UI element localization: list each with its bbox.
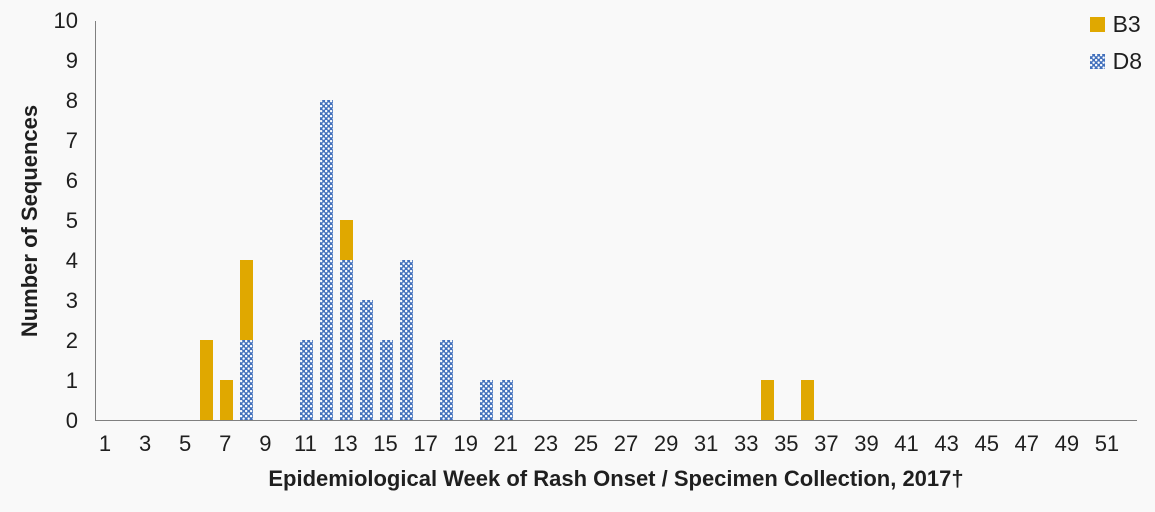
- y-tick-label-3: 3: [65, 288, 78, 313]
- bar-week-21-d8: [500, 380, 514, 420]
- legend-swatch-b3-icon: [1089, 16, 1105, 32]
- y-tick-label-8: 8: [65, 88, 78, 113]
- bar-week-16-d8: [400, 260, 414, 420]
- bar-week-34-b3: [760, 380, 774, 420]
- x-tick-label-45: 45: [974, 431, 999, 456]
- x-tick-label-33: 33: [734, 431, 759, 456]
- legend-label-b3: B3: [1112, 11, 1141, 37]
- bar-week-8-b3: [239, 260, 253, 340]
- bar-week-13-b3: [339, 220, 353, 260]
- y-tick-label-0: 0: [65, 408, 78, 433]
- y-tick-label-9: 9: [65, 48, 78, 73]
- bar-week-15-d8: [380, 340, 394, 420]
- x-tick-label-51: 51: [1094, 431, 1120, 456]
- bar-week-18-d8: [440, 340, 454, 420]
- x-tick-label-1: 1: [98, 431, 112, 456]
- x-tick-label-23: 23: [533, 431, 559, 456]
- bar-week-8-d8: [239, 340, 253, 420]
- y-tick-label-7: 7: [65, 128, 78, 153]
- x-tick-label-17: 17: [413, 431, 438, 456]
- x-tick-label-19: 19: [453, 431, 478, 456]
- plot-area: [95, 21, 1137, 421]
- legend-swatch-d8-icon: [1089, 53, 1105, 69]
- y-tick-label-10: 10: [53, 8, 78, 33]
- bar-week-11-d8: [299, 340, 313, 420]
- x-tick-label-31: 31: [693, 431, 719, 456]
- x-tick-label-41: 41: [894, 431, 919, 456]
- legend: B3 D8: [1089, 11, 1142, 74]
- x-tick-label-25: 25: [573, 431, 599, 456]
- y-tick-label-6: 6: [65, 168, 78, 193]
- y-tick-label-2: 2: [65, 328, 78, 353]
- y-tick-label-5: 5: [65, 208, 78, 233]
- bar-week-20-d8: [480, 380, 494, 420]
- x-tick-label-9: 9: [259, 431, 272, 456]
- y-tick-label-4: 4: [65, 248, 78, 273]
- x-tick-label-7: 7: [219, 431, 232, 456]
- x-tick-label-3: 3: [138, 431, 152, 456]
- x-axis-title: Epidemiological Week of Rash Onset / Spe…: [268, 466, 964, 491]
- x-tick-label-11: 11: [293, 431, 317, 456]
- legend-row-b3: B3: [1089, 11, 1142, 37]
- x-tick-label-47: 47: [1014, 431, 1040, 456]
- bar-week-14-d8: [360, 300, 374, 420]
- y-tick-label-1: 1: [65, 368, 78, 393]
- x-tick-label-27: 27: [613, 431, 639, 456]
- bar-week-7-b3: [219, 380, 233, 420]
- legend-row-d8: D8: [1089, 48, 1142, 74]
- x-tick-label-37: 37: [814, 431, 839, 456]
- x-tick-label-5: 5: [179, 431, 192, 456]
- x-tick-label-15: 15: [373, 431, 398, 456]
- x-tick-label-49: 49: [1054, 431, 1080, 456]
- bar-week-36-b3: [800, 380, 814, 420]
- x-tick-label-13: 13: [333, 431, 358, 456]
- x-tick-label-35: 35: [774, 431, 799, 456]
- x-tick-label-21: 21: [493, 431, 519, 456]
- x-tick-label-29: 29: [653, 431, 679, 456]
- bar-week-6-b3: [199, 340, 213, 420]
- bar-week-13-d8: [339, 260, 353, 420]
- bar-week-12-d8: [319, 100, 333, 420]
- x-tick-label-39: 39: [854, 431, 879, 456]
- x-tick-label-43: 43: [934, 431, 959, 456]
- legend-label-d8: D8: [1112, 48, 1142, 74]
